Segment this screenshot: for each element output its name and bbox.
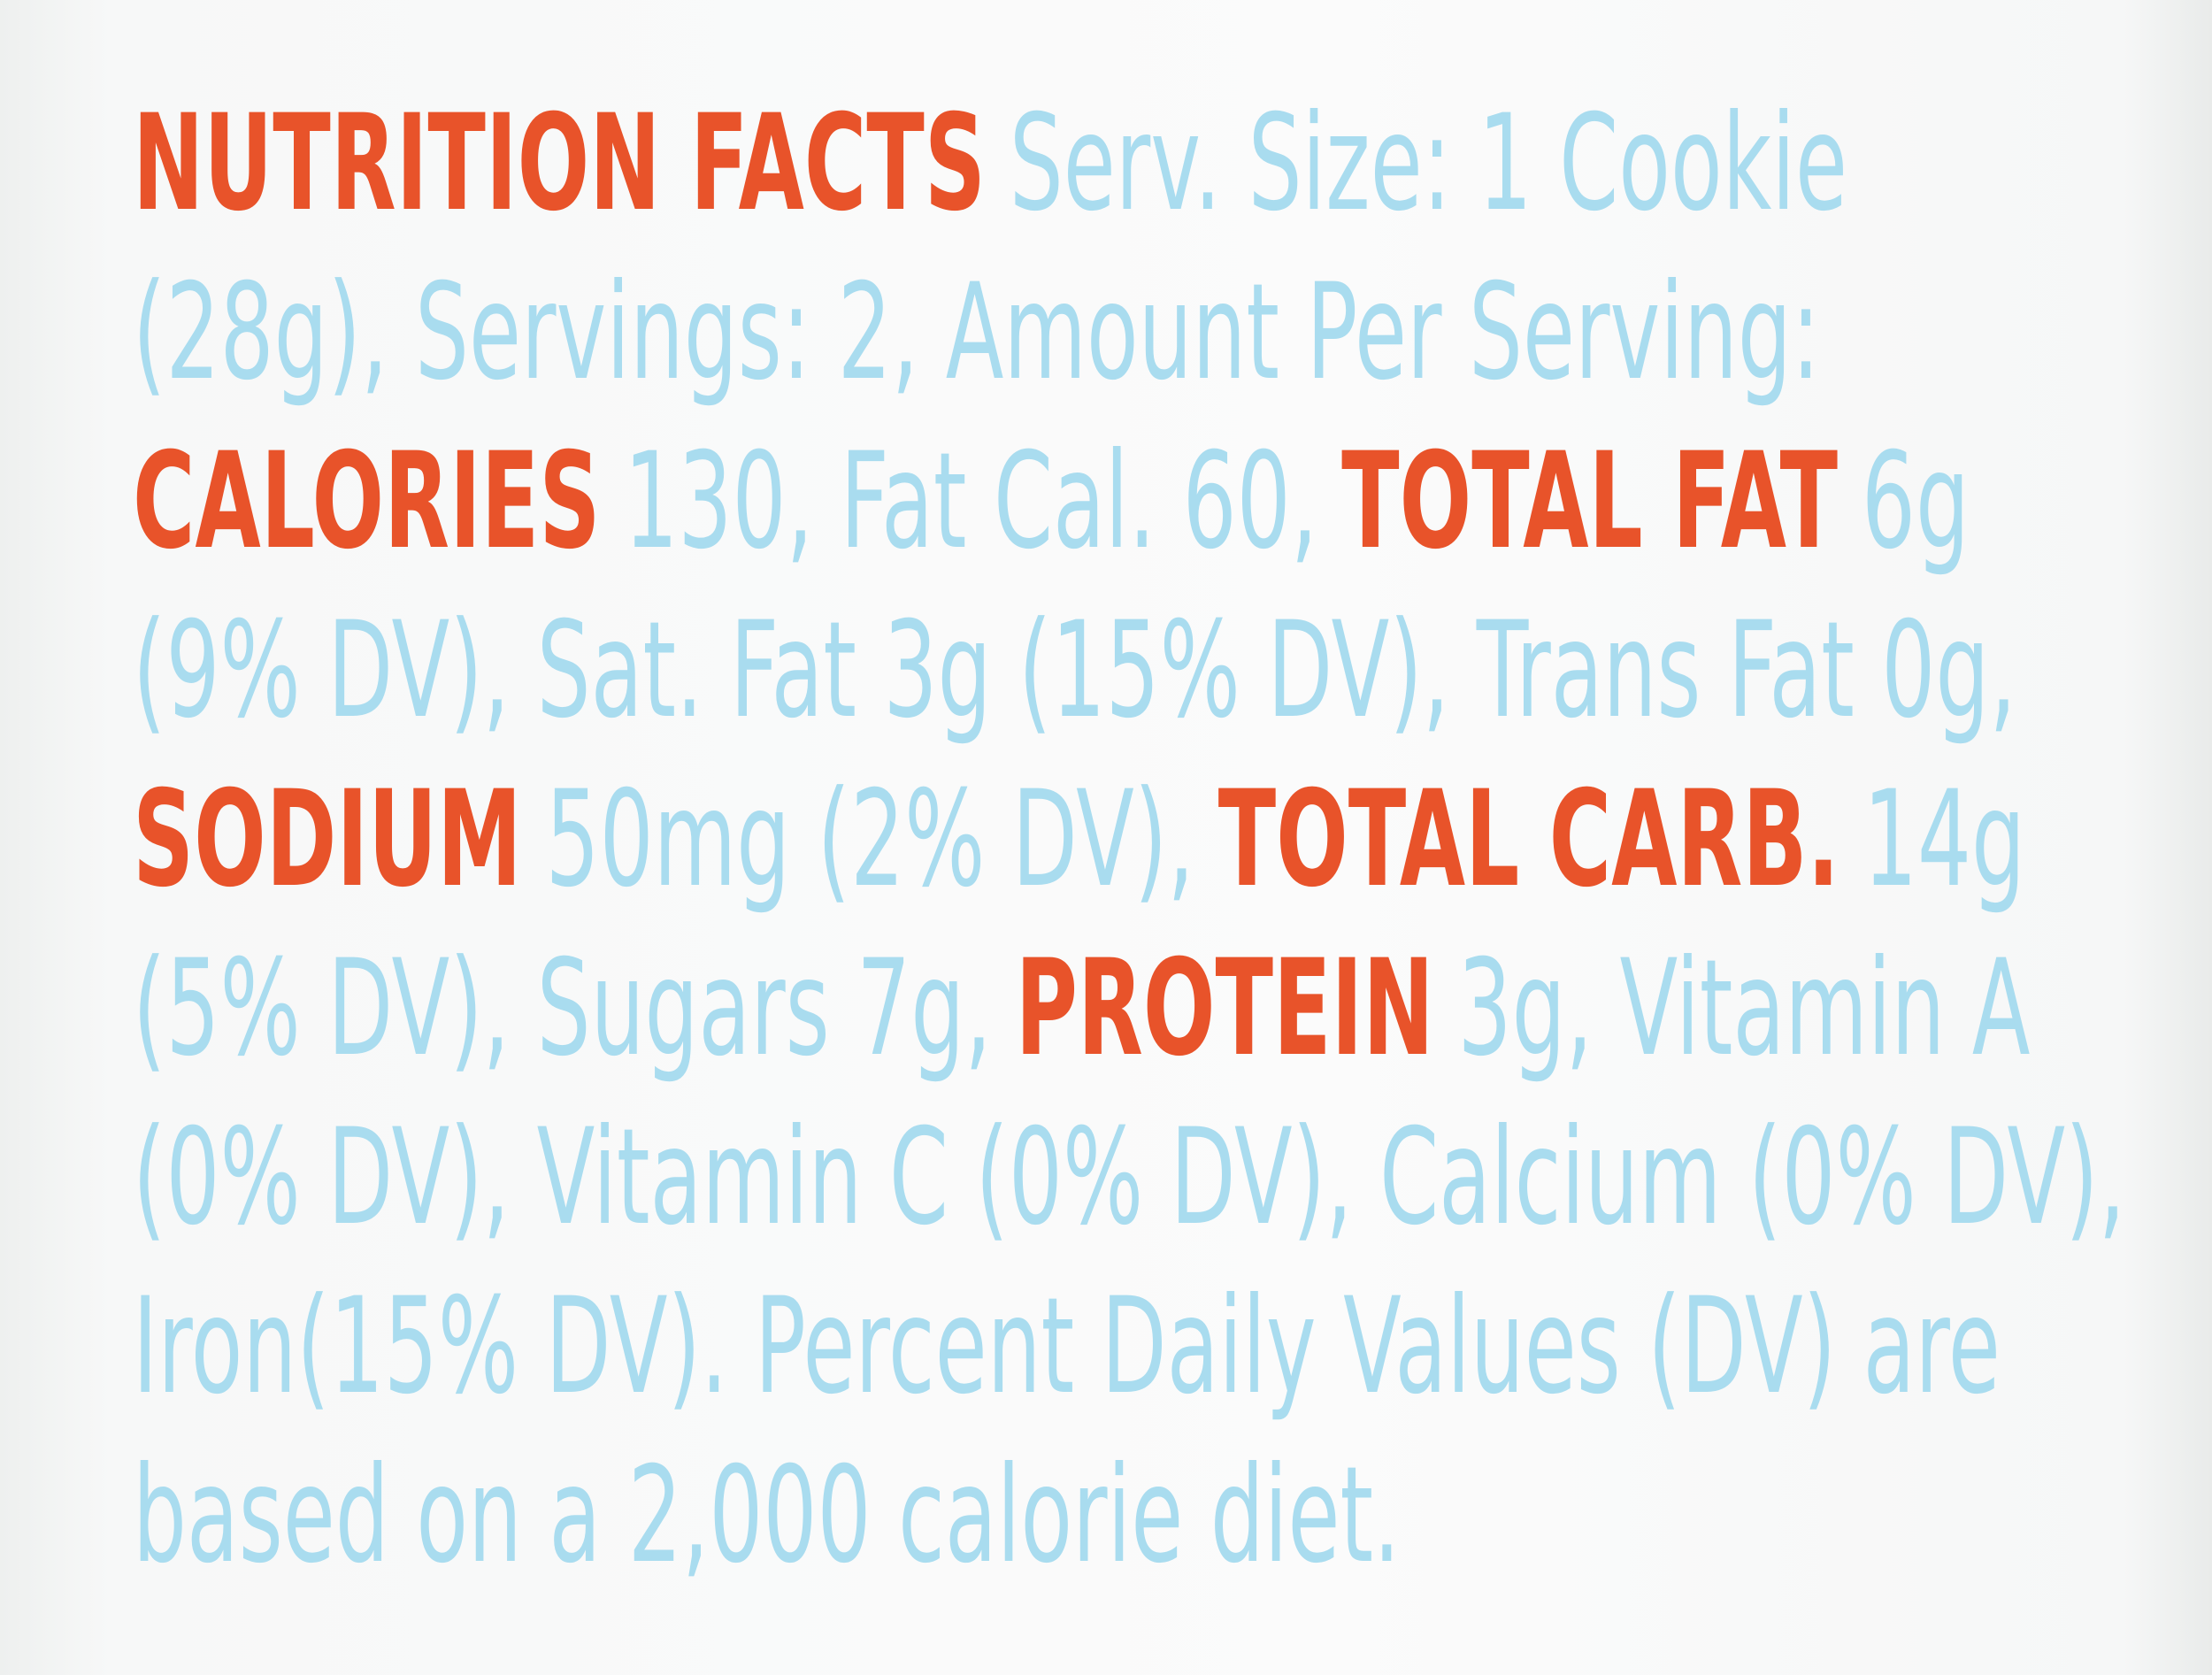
text-line: (0% DV), Vitamin C (0% DV), Calcium (0% …	[133, 1094, 2149, 1263]
nutrient-heading: TOTAL CARB.	[1217, 763, 1840, 917]
nutrient-text: (5% DV), Sugars 7g,	[133, 932, 992, 1086]
nutrient-text: based on a 2,000 calorie diet.	[133, 1439, 1401, 1593]
nutrient-heading: PROTEIN	[1015, 932, 1434, 1086]
nutrient-text: 14g	[1863, 763, 2025, 917]
nutrient-text: 50mg (2% DV),	[545, 763, 1194, 917]
text-line: (5% DV), Sugars 7g, PROTEIN 3g, Vitamin A	[133, 925, 2054, 1094]
nutrient-text: (28g), Servings: 2, Amount Per Serving:	[133, 256, 1821, 410]
nutrient-text: (0% DV), Vitamin C (0% DV), Calcium (0% …	[133, 1101, 2126, 1255]
nutrient-text: Serv. Size: 1 Cookie	[1009, 87, 1848, 241]
text-line: based on a 2,000 calorie diet.	[133, 1432, 1425, 1601]
nutrient-text: 130, Fat Cal. 60,	[624, 425, 1318, 579]
text-line: NUTRITION FACTS Serv. Size: 1 Cookie	[133, 80, 1871, 249]
nutrient-text: 3g, Vitamin A	[1457, 932, 2031, 1086]
text-line: SODIUM 50mg (2% DV), TOTAL CARB. 14g	[133, 756, 2049, 925]
nutrient-heading: TOTAL FAT	[1341, 425, 1839, 579]
text-line: Iron(15% DV). Percent Daily Values (DV) …	[133, 1263, 2024, 1432]
text-line: (28g), Servings: 2, Amount Per Serving:	[133, 249, 1844, 418]
nutrient-heading: SODIUM	[133, 763, 522, 917]
text-line: (9% DV), Sat. Fat 3g (15% DV), Trans Fat…	[133, 587, 2040, 756]
nutrient-text: Iron(15% DV). Percent Daily Values (DV) …	[133, 1270, 2001, 1424]
nutrient-text: (9% DV), Sat. Fat 3g (15% DV), Trans Fat…	[133, 594, 2016, 748]
nutrient-heading: NUTRITION FACTS	[133, 87, 986, 241]
nutrient-heading: CALORIES	[133, 425, 601, 579]
text-line: CALORIES 130, Fat Cal. 60, TOTAL FAT 6g	[133, 418, 1993, 587]
nutrient-text: 6g	[1861, 425, 1970, 579]
